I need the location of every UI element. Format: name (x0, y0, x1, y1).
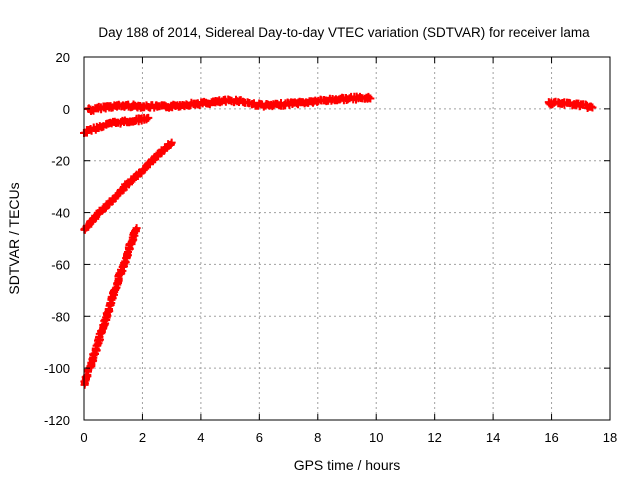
marker-path (544, 97, 597, 112)
x-tick-label: 10 (369, 430, 383, 445)
y-tick-label: -60 (51, 257, 70, 272)
y-tick-label: -120 (44, 413, 70, 428)
grid-lines (84, 57, 610, 420)
marker-path (84, 92, 375, 115)
x-tick-label: 6 (256, 430, 263, 445)
y-tick-label: 20 (56, 50, 70, 65)
x-tick-label: 18 (603, 430, 617, 445)
chart-title: Day 188 of 2014, Sidereal Day-to-day VTE… (98, 25, 590, 40)
x-tick-label: 16 (544, 430, 558, 445)
y-tick-label: 0 (63, 102, 70, 117)
axis-ticks: 0 2 4 6 8 10 12 14 16 18 -120 -100 -80 -60 -40 -20 0 20 (44, 50, 617, 445)
y-tick-label: -80 (51, 309, 70, 324)
marker-path (80, 138, 176, 234)
y-tick-label: -100 (44, 361, 70, 376)
plot-frame (83, 56, 611, 421)
x-axis-label: GPS time / hours (294, 457, 401, 473)
marker-path (80, 113, 153, 137)
y-tick-label: -40 (51, 206, 70, 221)
satellite-track-4 (80, 224, 141, 389)
y-axis-label: SDTVAR / TECUs (6, 182, 22, 294)
x-tick-label: 8 (314, 430, 321, 445)
satellite-track-3 (80, 138, 176, 234)
marker-path (80, 224, 141, 389)
satellite-track-2 (80, 113, 153, 137)
data-points (80, 92, 597, 389)
x-tick-label: 2 (139, 430, 146, 445)
x-tick-label: 14 (486, 430, 500, 445)
y-tick-label: -20 (51, 154, 70, 169)
x-tick-label: 0 (80, 430, 87, 445)
satellite-track-5 (544, 97, 597, 112)
x-tick-label: 12 (427, 430, 441, 445)
satellite-track-1 (84, 92, 375, 115)
x-tick-label: 4 (197, 430, 204, 445)
